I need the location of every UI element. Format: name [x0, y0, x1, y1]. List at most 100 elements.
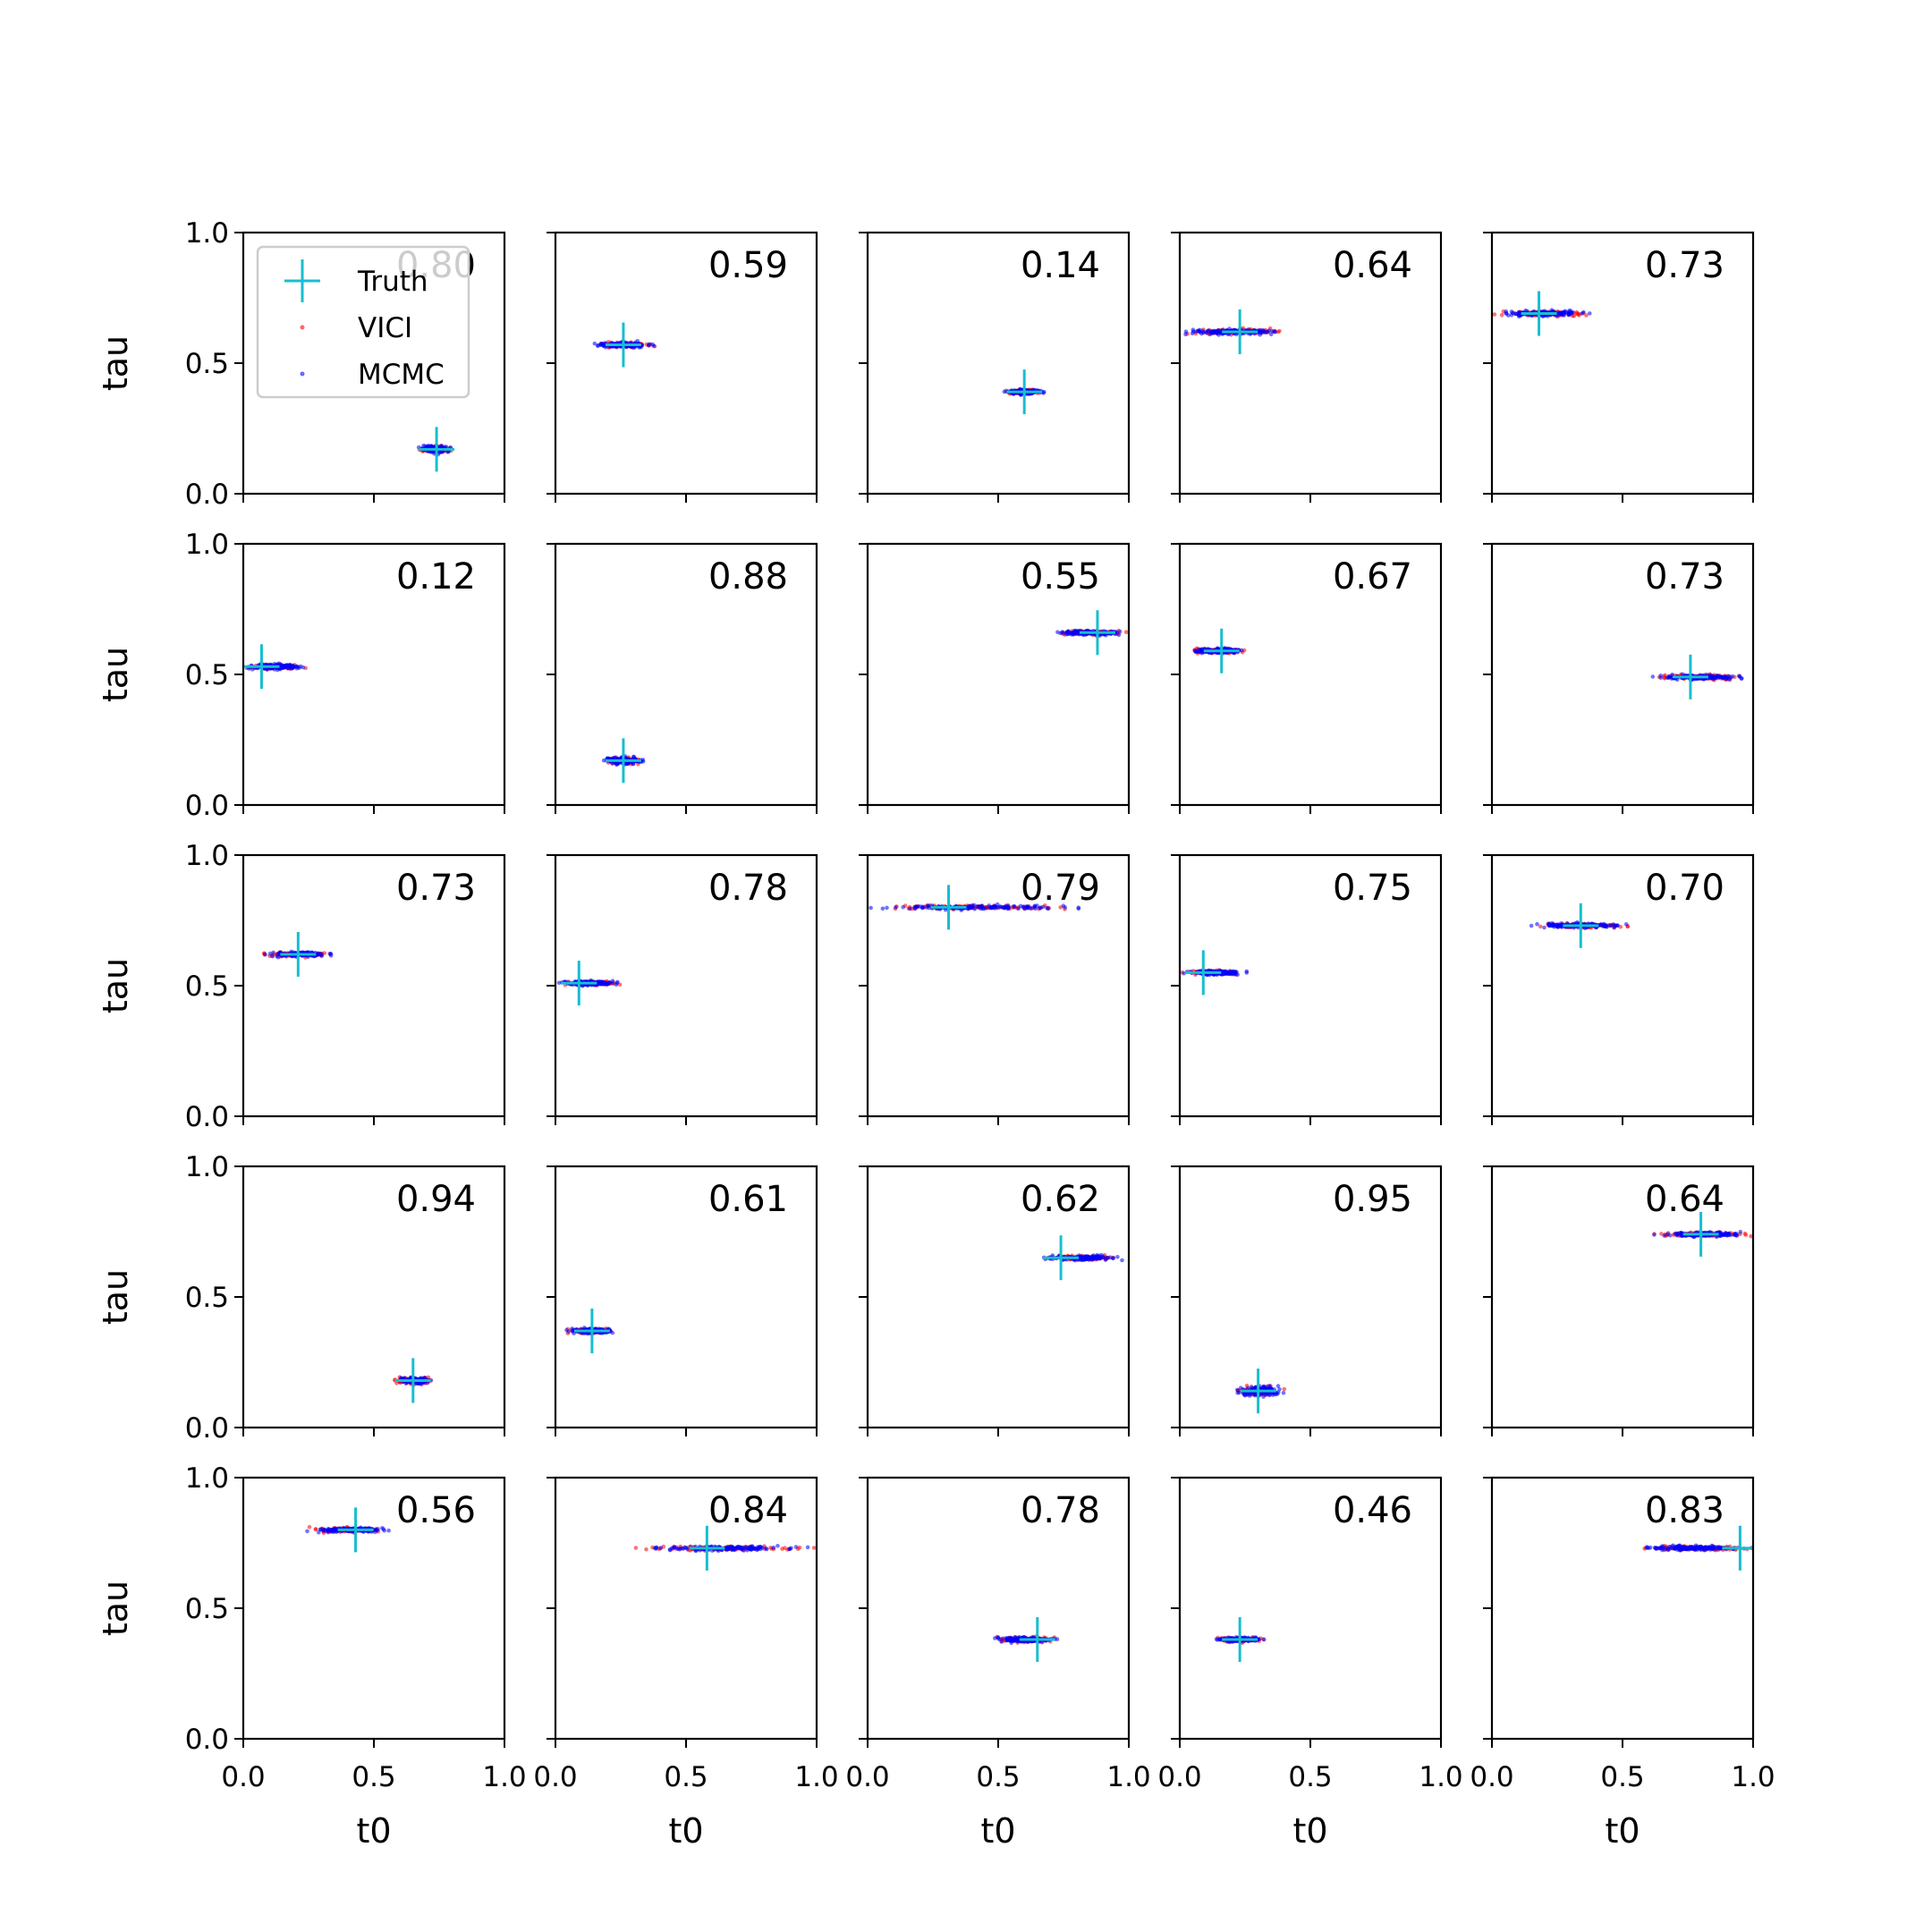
mcmc-point: [1063, 905, 1067, 910]
mcmc-point: [997, 904, 1003, 909]
panel: 0.61: [547, 1165, 818, 1436]
mcmc-point: [1275, 1384, 1281, 1388]
panel-score-label: 0.62: [1021, 1179, 1100, 1220]
mcmc-point: [1120, 1258, 1124, 1263]
mcmc-point: [1013, 904, 1017, 909]
mcmc-point: [1220, 969, 1225, 974]
mcmc-point: [646, 343, 651, 348]
vici-point: [1749, 1233, 1753, 1239]
mcmc-point: [1261, 1394, 1266, 1399]
panel-data: [243, 644, 309, 690]
mcmc-point: [1074, 631, 1080, 635]
mcmc-point: [1183, 329, 1189, 335]
mcmc-point: [1517, 310, 1522, 315]
y-tick-label: 0.0: [185, 1412, 229, 1445]
panel-data: [1183, 309, 1282, 354]
mcmc-point: [1030, 905, 1035, 911]
mcmc-point: [1569, 309, 1573, 315]
mcmc-point: [1227, 970, 1233, 976]
mcmc-point: [1272, 329, 1277, 335]
mcmc-point: [1556, 313, 1561, 318]
vici-point: [1538, 924, 1543, 929]
mcmc-point: [1046, 906, 1051, 911]
panel-data: [1041, 1235, 1124, 1281]
y-tick-label: 1.0: [185, 529, 229, 561]
mcmc-point: [1002, 906, 1007, 911]
panels-layer: 0.00.51.0tau0.800.590.140.640.730.00.51.…: [96, 217, 1775, 1851]
mcmc-point: [1713, 675, 1717, 681]
y-tick-label: 0.0: [185, 479, 229, 511]
y-tick-label: 1.0: [185, 217, 229, 250]
mcmc-point: [327, 952, 333, 956]
mcmc-point: [1509, 309, 1514, 314]
panel-score-label: 0.64: [1333, 245, 1412, 286]
mcmc-point: [1650, 674, 1656, 679]
panel: 0.59: [547, 231, 818, 503]
panel-data: [1180, 950, 1250, 996]
mcmc-point: [614, 762, 619, 767]
panel: 0.79: [859, 853, 1131, 1125]
panel-score-label: 0.55: [1021, 556, 1100, 597]
vici-point: [1742, 1231, 1748, 1236]
mcmc-point: [1665, 1232, 1670, 1237]
panel-score-label: 0.95: [1333, 1179, 1412, 1220]
mcmc-point: [1615, 923, 1620, 928]
y-tick-label: 0.5: [185, 348, 229, 380]
mcmc-point: [1506, 313, 1511, 318]
panel: 0.78: [547, 853, 818, 1125]
mcmc-point: [968, 903, 972, 909]
panel-data: [262, 931, 334, 977]
mcmc-point: [1730, 674, 1735, 679]
vici-point: [1499, 313, 1504, 318]
y-axis-label: tau: [96, 647, 135, 702]
mcmc-point: [270, 953, 275, 959]
mcmc-point: [605, 981, 610, 987]
mcmc-point: [430, 445, 436, 449]
mcmc-point: [1090, 1254, 1096, 1259]
mcmc-point: [419, 1381, 424, 1385]
mcmc-point: [1116, 632, 1122, 638]
mcmc-point: [1546, 921, 1551, 927]
panel-score-label: 0.79: [1021, 868, 1100, 909]
mcmc-point: [1094, 1254, 1099, 1258]
mcmc-point: [1623, 922, 1629, 927]
panel-score-label: 0.12: [396, 556, 476, 597]
mcmc-point: [1245, 1392, 1250, 1397]
panel: 0.70: [1483, 853, 1755, 1125]
panel: 0.75: [1171, 853, 1443, 1125]
y-tick-label: 0.0: [185, 790, 229, 822]
mcmc-point: [1707, 674, 1713, 679]
vici-point: [1492, 312, 1497, 317]
vici-point: [1584, 313, 1589, 318]
mcmc-point: [318, 952, 324, 957]
mcmc-point: [1205, 328, 1210, 334]
mcmc-point: [1737, 674, 1742, 679]
mcmc-point: [1197, 647, 1201, 652]
mcmc-point: [1115, 1255, 1120, 1259]
panel-data: [416, 427, 455, 472]
mcmc-point: [927, 905, 932, 911]
vici-point: [1282, 1386, 1287, 1392]
mcmc-point: [601, 343, 606, 348]
mcmc-point: [1106, 1255, 1110, 1260]
vici-point: [1277, 328, 1282, 334]
mcmc-point: [1231, 969, 1235, 974]
mcmc-point: [1535, 921, 1539, 927]
mcmc-point: [1018, 903, 1023, 909]
mcmc-point: [284, 664, 289, 668]
mcmc-point: [1058, 631, 1063, 636]
panel: 0.88: [547, 542, 818, 814]
mcmc-point: [1244, 970, 1250, 975]
panel-data: [1055, 610, 1129, 656]
mcmc-point: [1111, 1256, 1115, 1261]
mcmc-point: [1277, 1387, 1282, 1392]
vici-point: [394, 1381, 399, 1385]
mcmc-point: [1209, 329, 1215, 335]
mcmc-point: [1680, 672, 1685, 677]
mcmc-point: [1025, 904, 1030, 909]
mcmc-point: [1581, 309, 1586, 315]
mcmc-point: [1666, 674, 1672, 679]
panel-data: [1529, 902, 1631, 948]
mcmc-point: [570, 1326, 574, 1331]
